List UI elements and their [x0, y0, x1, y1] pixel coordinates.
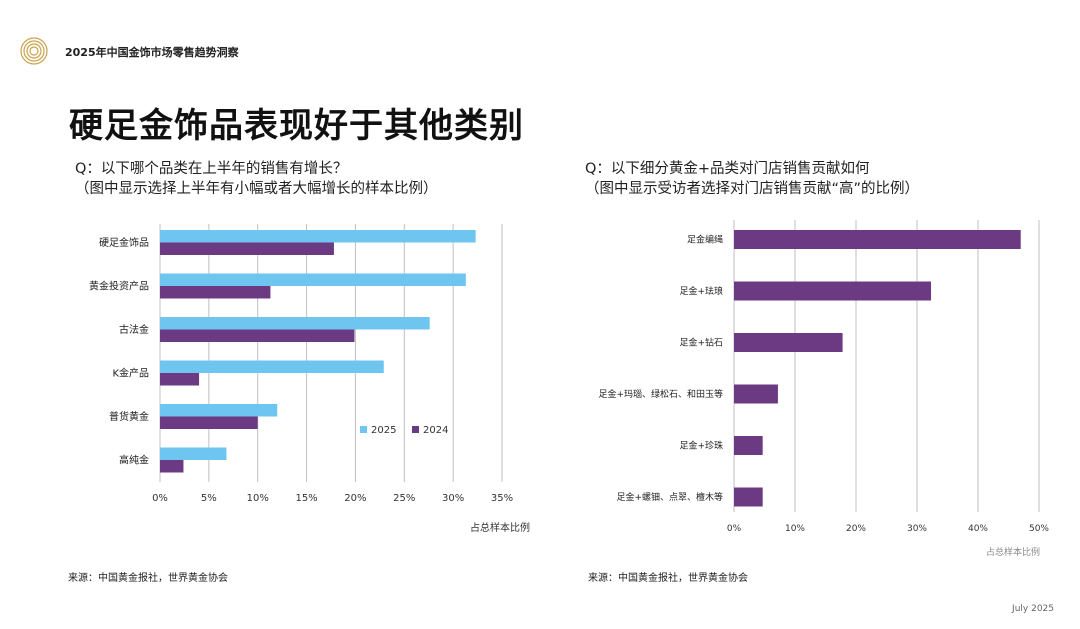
bar-2024 [160, 460, 184, 473]
bar-2025 [160, 317, 430, 330]
bar [734, 436, 763, 455]
x-tick-label: 30% [907, 524, 927, 534]
bar [734, 230, 1021, 249]
legend-swatch [412, 426, 419, 433]
category-label: 足金+玛瑙、绿松石、和田玉等 [598, 388, 723, 400]
category-label: 足金+珍珠 [679, 440, 723, 452]
bar-2025 [160, 447, 227, 460]
left-question-line1: Q：以下哪个品类在上半年的销售有增长？ [75, 161, 348, 177]
bar-2024 [160, 286, 271, 299]
x-tick-label: 0% [727, 524, 742, 534]
x-tick-label: 0% [152, 493, 168, 504]
left-question-line2: （图中显示选择上半年有小幅或者大幅增长的样本比例） [75, 181, 438, 197]
right-question-line1: Q：以下细分黄金+品类对门店销售贡献如何 [585, 161, 870, 177]
right-source: 来源：中国黄金报社，世界黄金协会 [588, 573, 748, 584]
bar-2025 [160, 273, 466, 286]
right-question: Q：以下细分黄金+品类对门店销售贡献如何 （图中显示受访者选择对门店销售贡献“高… [585, 159, 919, 199]
footer-date: July 2025 [1012, 604, 1054, 614]
legend-label: 2024 [423, 425, 448, 436]
x-tick-label: 35% [491, 493, 513, 504]
category-label: 足金+螺钿、点翠、檀木等 [616, 491, 723, 503]
left-question: Q：以下哪个品类在上半年的销售有增长？ （图中显示选择上半年有小幅或者大幅增长的… [75, 159, 438, 199]
category-label: 古法金 [119, 323, 149, 336]
report-title: 2025年中国金饰市场零售趋势洞察 [65, 46, 239, 59]
page-title: 硬足金饰品表现好于其他类别 [69, 106, 524, 146]
bar-2025 [160, 360, 384, 373]
x-tick-label: 25% [393, 493, 415, 504]
bar [734, 333, 843, 352]
x-tick-label: 40% [968, 524, 988, 534]
legend-swatch [360, 426, 367, 433]
x-tick-label: 5% [201, 493, 217, 504]
bar [734, 384, 778, 404]
bar-2024 [160, 242, 334, 255]
right-question-line2: （图中显示受访者选择对门店销售贡献“高”的比例） [585, 181, 920, 197]
category-label: 黄金投资产品 [89, 280, 149, 293]
bar-2024 [160, 373, 200, 386]
bar [734, 281, 932, 301]
x-tick-label: 20% [846, 524, 866, 534]
bar-2025 [160, 404, 278, 417]
bar [734, 487, 763, 507]
x-tick-label: 15% [295, 493, 317, 504]
x-tick-label: 10% [785, 524, 805, 534]
x-tick-label: 10% [247, 493, 269, 504]
category-label: 足金编绳 [687, 234, 723, 246]
x-tick-label: 30% [442, 493, 464, 504]
bar-2024 [160, 329, 355, 342]
category-label: 普货黄金 [109, 410, 149, 423]
bar-2024 [160, 416, 258, 429]
category-label: 足金+钻石 [679, 337, 723, 349]
bar-2025 [160, 230, 476, 243]
x-axis-label: 占总样本比例 [470, 521, 530, 534]
category-label: 硬足金饰品 [99, 236, 149, 249]
x-tick-label: 50% [1029, 524, 1049, 534]
left-source: 来源：中国黄金报社，世界黄金协会 [68, 573, 228, 584]
legend-label: 2025 [371, 425, 396, 436]
logo-icon [20, 37, 48, 65]
category-label: K金产品 [112, 367, 149, 380]
x-axis-label: 占总样本比例 [986, 546, 1040, 558]
x-tick-label: 20% [344, 493, 366, 504]
category-label: 高纯金 [119, 454, 149, 467]
category-label: 足金+珐琅 [679, 285, 723, 297]
